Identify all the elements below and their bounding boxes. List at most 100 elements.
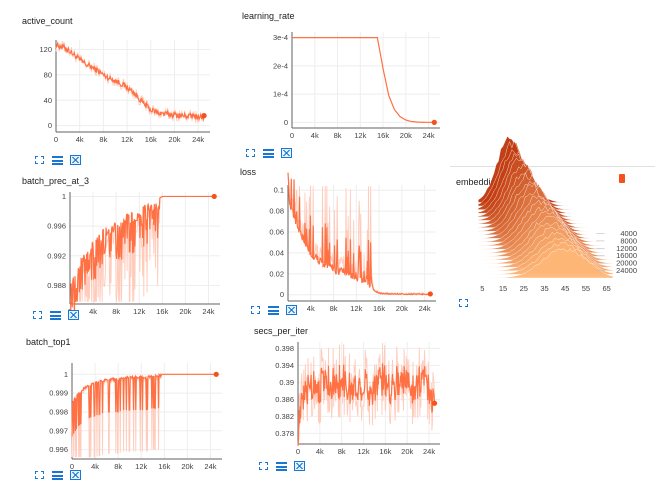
chart-toolbar [34, 470, 81, 480]
distribution-ridge [478, 248, 614, 279]
x-tick-label: 24k [423, 447, 435, 456]
fit-domain-icon[interactable] [68, 310, 79, 320]
x-tick-label: 24k [419, 304, 431, 313]
list-icon[interactable] [263, 149, 274, 158]
chart-card-loss: loss 00.020.040.060.080.104k8k12k16k20k2… [220, 165, 450, 320]
x-tick-label: 16k [373, 304, 385, 313]
list-icon[interactable] [52, 471, 63, 480]
chart-title: learning_rate [242, 11, 295, 21]
x-tick-label: 16k [158, 462, 170, 471]
y-tick-label: 0.06 [269, 228, 284, 237]
list-icon[interactable] [52, 156, 63, 165]
x-tick-label: 4k [316, 447, 324, 456]
chart-svg-secs-per-iter[interactable]: 0.378 0.382 0.386 0.39 0.394 0.398 0 4k 8k 12k 16k… [220, 320, 450, 490]
x-tick-label: 20k [400, 131, 412, 140]
series-line [292, 37, 435, 123]
step-label: 12000 [616, 244, 637, 253]
last-point-marker [427, 291, 433, 297]
y-tick-label: 0.1 [274, 186, 284, 195]
y-tick-label: 0 [280, 290, 284, 299]
y-tick-label: 1e-4 [273, 90, 288, 99]
expand-icon[interactable] [250, 305, 261, 315]
x-tick-label: 20k [168, 135, 180, 144]
y-tick-label: 0.996 [49, 445, 68, 454]
step-label: 16000 [616, 251, 637, 260]
y-tick-label: 0.04 [269, 248, 284, 257]
list-icon[interactable] [268, 306, 279, 315]
fit-domain-icon[interactable] [281, 148, 292, 158]
x-tick-label: 4k [89, 307, 97, 316]
x-tick-label: 20k [181, 462, 193, 471]
x-tick-label: 24k [202, 307, 214, 316]
color-chip[interactable] [619, 174, 625, 183]
chart-card-batch-top1: batch_top1 0.996 0.997 0.998 0.999 1 0 4k 8k 12k… [0, 325, 230, 490]
fit-domain-icon[interactable] [70, 470, 81, 480]
series-line [297, 363, 436, 446]
expand-icon[interactable] [258, 461, 269, 471]
step-label: 20000 [616, 259, 637, 268]
y-tick-label: 2e-4 [273, 61, 288, 70]
raw-series-line [55, 40, 205, 123]
x-tick-label: 4k [311, 131, 319, 140]
chart-title: embedding_dists [456, 177, 525, 187]
list-icon[interactable] [50, 311, 61, 320]
chart-svg-batch-top1[interactable]: 0.996 0.997 0.998 0.999 1 0 4k 8k 12k 16k 20k 24k [0, 325, 230, 490]
x-tick-label: 12k [121, 135, 133, 144]
x-tick-label: 20k [396, 304, 408, 313]
y-tick-label: 0.999 [49, 389, 68, 398]
y-tick-label: 1 [62, 192, 66, 201]
x-tick-label: 8k [99, 135, 107, 144]
chart-title: loss [240, 167, 257, 177]
x-tick-label: 12k [354, 131, 366, 140]
y-tick-label: 0.992 [47, 251, 66, 260]
x-tick-label: 4k [76, 135, 84, 144]
x-tick-label: 4k [91, 462, 99, 471]
expand-icon[interactable] [34, 470, 45, 480]
x-tick-label: 16k [377, 131, 389, 140]
chart-toolbar [34, 155, 81, 165]
fit-domain-icon[interactable] [294, 461, 305, 471]
chart-svg-active-count[interactable]: 0 40 80 120 0 4k 8k 12k 16k 20k 24k [0, 0, 220, 170]
x-tick-label: 8k [112, 307, 120, 316]
expand-icon[interactable] [34, 155, 45, 165]
step-label: 4000 [620, 229, 637, 238]
chart-card-active-count: active_count 0 40 80 120 0 4k 8k 12k 16k 20k 24k [0, 0, 220, 170]
fit-domain-icon[interactable] [286, 305, 297, 315]
x-tick-label: 0 [70, 462, 74, 471]
last-point-marker [211, 193, 217, 200]
y-tick-label: 0.39 [279, 378, 294, 387]
expand-icon[interactable] [245, 148, 256, 158]
y-tick-label: 40 [44, 96, 52, 105]
chart-card-embedding-dists: embedding_dists 4000 8000 12000 16000 20000 2… [450, 135, 655, 308]
x-tick-label: 16k [156, 307, 168, 316]
x-tick-label: 16k [145, 135, 157, 144]
x-tick-label: 8k [334, 131, 342, 140]
series-line [69, 195, 215, 319]
expand-icon[interactable] [458, 298, 469, 308]
x-tick-label: 16k [379, 447, 391, 456]
x-tick-label: 55 [582, 284, 590, 293]
y-tick-label: 0.08 [269, 207, 284, 216]
x-tick-label: 20k [179, 307, 191, 316]
fit-domain-icon[interactable] [70, 155, 81, 165]
chart-card-batch-prec-at-3: batch_prec_at_3 0.9880.9920.996104k8k12k… [0, 170, 230, 325]
x-tick-label: 8k [330, 304, 338, 313]
y-tick-label: 0.996 [47, 222, 66, 231]
last-point-marker [201, 113, 207, 119]
x-tick-label: 25 [520, 284, 528, 293]
y-tick-label: 0.382 [275, 412, 294, 421]
y-tick-label: 0.394 [275, 361, 294, 370]
y-tick-label: 0.386 [275, 395, 294, 404]
chart-title: batch_top1 [26, 337, 71, 347]
chart-card-secs-per-iter: secs_per_iter 0.378 0.382 0.386 0.39 0.394 0.… [220, 320, 450, 490]
x-tick-label: 24k [192, 135, 204, 144]
list-icon[interactable] [276, 462, 287, 471]
expand-icon[interactable] [32, 310, 43, 320]
y-tick-label: 1 [64, 370, 68, 379]
x-tick-label: 8k [338, 447, 346, 456]
chart-svg-learning-rate[interactable]: 0 1e-4 2e-4 3e-4 0 4k 8k 12k 16k 20k 24k [220, 0, 450, 165]
x-tick-label: 12k [133, 307, 145, 316]
